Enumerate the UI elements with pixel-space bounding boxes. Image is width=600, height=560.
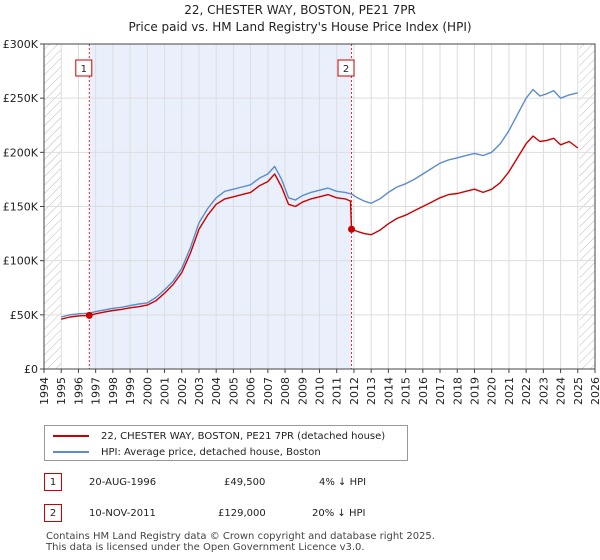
x-tick-label-2013: 2013 <box>365 377 378 405</box>
sale-label-2: 2 <box>343 64 349 75</box>
chart-title: 22, CHESTER WAY, BOSTON, PE21 7PR <box>184 3 416 17</box>
x-tick-label-2025: 2025 <box>572 377 585 405</box>
sale-date-1: 20-AUG-1996 <box>89 477 157 488</box>
footer: Contains HM Land Registry data © Crown c… <box>46 531 435 553</box>
sale-point-2 <box>348 225 356 233</box>
price-chart: 22, CHESTER WAY, BOSTON, PE21 7PR Price … <box>3 3 600 405</box>
sale-price-1: £49,500 <box>224 477 266 488</box>
x-tick-label-2016: 2016 <box>417 377 430 405</box>
y-tick-label-2: £100K <box>3 255 39 268</box>
sale-label-1: 1 <box>81 64 87 75</box>
x-tick-label-2011: 2011 <box>331 377 344 405</box>
x-tick-label-2008: 2008 <box>279 377 292 405</box>
sale-badge-1: 1 <box>44 473 62 491</box>
y-tick-label-4: £200K <box>3 146 39 159</box>
x-tick-label-2014: 2014 <box>382 377 395 405</box>
x-tick-label-2020: 2020 <box>486 377 499 405</box>
x-tick-label-2023: 2023 <box>537 377 550 405</box>
x-tick-label-1997: 1997 <box>90 377 103 405</box>
y-tick-label-6: £300K <box>3 38 39 51</box>
legend-price-swatch <box>53 435 89 437</box>
x-tick-label-2000: 2000 <box>141 377 154 405</box>
x-tick-label-2001: 2001 <box>159 377 172 405</box>
x-tick-label-2003: 2003 <box>193 377 206 405</box>
legend-hpi-swatch <box>53 451 89 453</box>
sale-hpi-1: 4% ↓ HPI <box>319 477 367 488</box>
y-tick-label-1: £50K <box>10 309 39 322</box>
x-tick-label-2005: 2005 <box>227 377 240 405</box>
sale-price-2: £129,000 <box>218 508 266 519</box>
legend-hpi-label: HPI: Average price, detached house, Bost… <box>101 446 321 458</box>
sale-label-box-1 <box>75 59 93 77</box>
x-tick-label-2009: 2009 <box>296 377 309 405</box>
y-tick-label-5: £250K <box>3 92 39 105</box>
x-tick-label-2017: 2017 <box>434 377 447 405</box>
x-tick-label-2015: 2015 <box>400 377 413 405</box>
x-tick-label-2018: 2018 <box>451 377 464 405</box>
x-tick-label-1996: 1996 <box>72 377 85 405</box>
x-tick-label-1999: 1999 <box>124 377 137 405</box>
x-tick-label-2024: 2024 <box>555 377 568 405</box>
x-tick-label-1998: 1998 <box>107 377 120 405</box>
sale-hpi-2: 20% ↓ HPI <box>312 508 366 519</box>
x-tick-label-2019: 2019 <box>468 377 481 405</box>
sale-point-1 <box>85 311 93 319</box>
x-tick-label-2026: 2026 <box>589 377 600 405</box>
x-tick-label-2021: 2021 <box>503 377 516 405</box>
price-paid-line <box>61 135 579 320</box>
x-tick-label-2002: 2002 <box>176 377 189 405</box>
sale-date-2: 10-NOV-2011 <box>89 508 156 519</box>
legend-price-label: 22, CHESTER WAY, BOSTON, PE21 7PR (detac… <box>101 430 386 442</box>
hpi-line <box>61 88 578 318</box>
x-tick-label-2010: 2010 <box>314 377 327 405</box>
sale-badge-2: 2 <box>44 504 62 522</box>
x-tick-label-2006: 2006 <box>245 377 258 405</box>
legend: 22, CHESTER WAY, BOSTON, PE21 7PR (detac… <box>44 425 408 461</box>
x-tick-label-1995: 1995 <box>55 377 68 405</box>
x-tick-label-2007: 2007 <box>262 377 275 405</box>
y-tick-label-0: £0 <box>24 363 38 376</box>
chart-subtitle: Price paid vs. HM Land Registry's House … <box>128 20 471 34</box>
y-tick-label-3: £150K <box>3 201 39 214</box>
x-tick-label-2022: 2022 <box>520 377 533 405</box>
x-tick-label-2004: 2004 <box>210 377 223 405</box>
x-tick-label-2012: 2012 <box>348 377 361 405</box>
footer-line-1: Contains HM Land Registry data © Crown c… <box>46 531 435 542</box>
x-tick-label-1994: 1994 <box>38 377 51 405</box>
sale-label-box-2 <box>337 59 355 77</box>
footer-line-2: This data is licensed under the Open Gov… <box>46 542 365 553</box>
